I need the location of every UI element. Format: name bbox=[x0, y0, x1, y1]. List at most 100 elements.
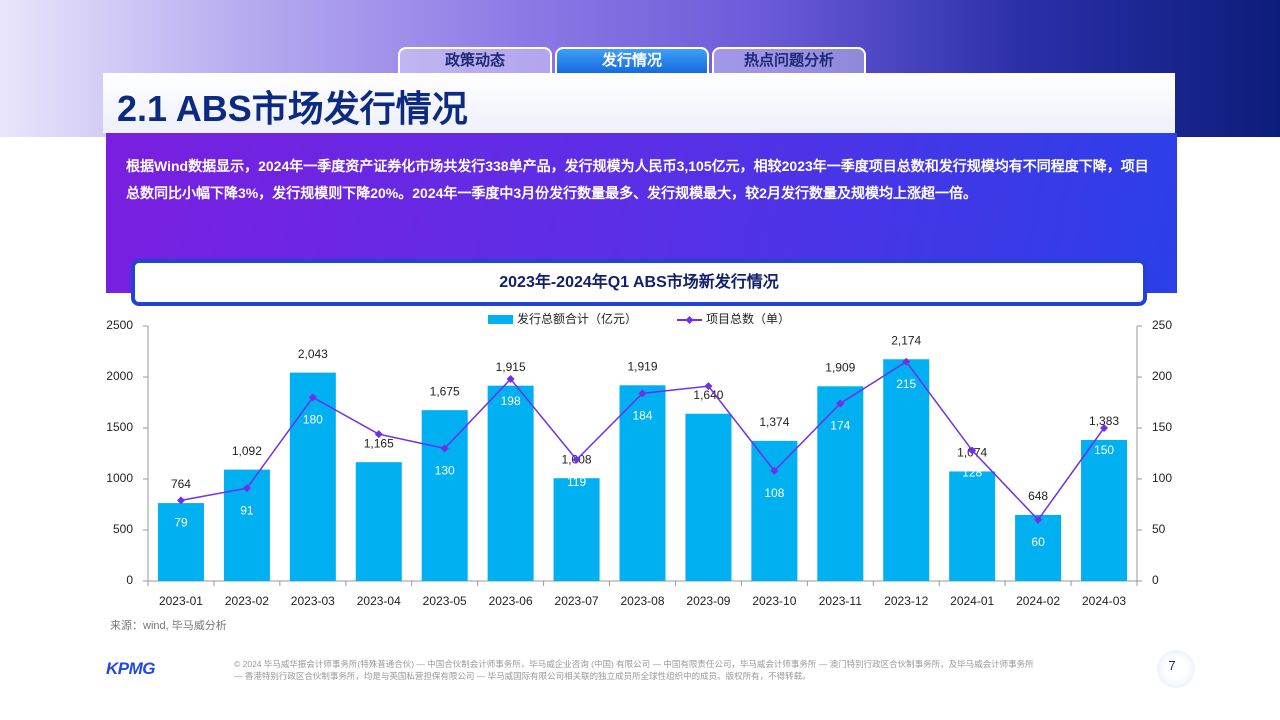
bar-value-label: 1,383 bbox=[1089, 414, 1119, 428]
bar bbox=[1081, 439, 1128, 581]
line-marker bbox=[374, 430, 383, 439]
bar-value-label: 1,640 bbox=[693, 388, 723, 402]
x-tick-label: 2023-11 bbox=[819, 594, 862, 608]
bar bbox=[289, 372, 336, 581]
line-value-label: 60 bbox=[1031, 535, 1045, 549]
page-number: 7 bbox=[1168, 658, 1176, 673]
line-value-label: 91 bbox=[240, 503, 254, 517]
chart-title: 2023年-2024年Q1 ABS市场新发行情况 bbox=[131, 259, 1147, 306]
y2-tick-label: 150 bbox=[1152, 420, 1172, 434]
bar bbox=[751, 440, 798, 581]
y-tick-label: 2500 bbox=[106, 318, 133, 332]
bar-value-label: 1,374 bbox=[759, 415, 789, 429]
line-value-label: 174 bbox=[830, 419, 850, 433]
bar bbox=[685, 413, 732, 581]
bar bbox=[355, 462, 402, 581]
bar-value-label: 1,909 bbox=[825, 360, 855, 374]
bar bbox=[883, 359, 930, 581]
bar bbox=[553, 478, 600, 581]
x-tick-label: 2023-09 bbox=[686, 594, 730, 608]
bar bbox=[619, 385, 666, 581]
line-value-label: 119 bbox=[567, 475, 586, 489]
line-value-label: 108 bbox=[764, 486, 784, 500]
footer: © 2024 毕马威华振会计师事务所(特殊普通合伙) — 中国合伙制会计师事务所… bbox=[234, 659, 1034, 681]
line-marker bbox=[1100, 424, 1109, 432]
heading-panel bbox=[103, 73, 1175, 133]
bar bbox=[949, 471, 996, 581]
line-marker bbox=[440, 444, 449, 453]
summary: 根据Wind数据显示，2024年一季度资产证券化市场共发行338单产品，发行规模… bbox=[126, 158, 1149, 201]
legend-label: 发行总额合计（亿元） bbox=[517, 311, 637, 326]
y2-tick-label: 250 bbox=[1152, 318, 1172, 332]
tab[interactable]: 热点问题分析 bbox=[712, 47, 866, 73]
bar bbox=[1015, 514, 1062, 581]
source: 来源：wind, 毕马威分析 bbox=[110, 620, 227, 632]
page-badge bbox=[1157, 650, 1195, 688]
x-tick-label: 2023-02 bbox=[225, 594, 269, 608]
x-tick-label: 2023-07 bbox=[555, 594, 599, 608]
legend-swatch bbox=[488, 315, 513, 324]
x-tick-label: 2023-04 bbox=[357, 594, 401, 608]
line-value-label: 144 bbox=[369, 449, 389, 463]
y-tick-label: 0 bbox=[126, 573, 133, 587]
line-value-label: 180 bbox=[303, 413, 323, 427]
bar bbox=[487, 385, 534, 581]
bar-value-label: 1,915 bbox=[496, 360, 526, 374]
line-value-label: 215 bbox=[896, 377, 916, 391]
x-tick-label: 2023-03 bbox=[291, 594, 335, 608]
legend-marker bbox=[685, 316, 694, 324]
bar-value-label: 1,092 bbox=[232, 444, 262, 458]
tab-active[interactable]: 发行情况 bbox=[555, 47, 709, 73]
x-tick-label: 2023-10 bbox=[752, 594, 796, 608]
bar bbox=[421, 410, 468, 581]
line-marker bbox=[242, 484, 251, 493]
x-tick-label: 2024-02 bbox=[1016, 594, 1060, 608]
line-marker bbox=[572, 455, 581, 464]
logo: KPMG bbox=[106, 659, 156, 678]
line-marker bbox=[176, 496, 185, 505]
line-marker bbox=[1034, 515, 1043, 524]
line-value-label: 191 bbox=[698, 401, 718, 415]
line-value-label: 150 bbox=[1094, 443, 1114, 457]
bar-value-label: 764 bbox=[171, 477, 191, 491]
bar bbox=[157, 503, 204, 581]
x-tick-label: 2023-06 bbox=[489, 594, 533, 608]
line-marker bbox=[836, 399, 845, 408]
bar-value-label: 1,675 bbox=[430, 384, 460, 398]
bar bbox=[817, 386, 864, 581]
y-tick-label: 1500 bbox=[106, 420, 133, 434]
x-tick-label: 2023-08 bbox=[620, 594, 664, 608]
line-marker bbox=[770, 466, 779, 475]
bar-value-label: 2,174 bbox=[891, 333, 921, 347]
bar-value-label: 2,043 bbox=[298, 347, 328, 361]
x-tick-label: 2024-03 bbox=[1082, 594, 1126, 608]
line-value-label: 184 bbox=[632, 408, 652, 422]
line-marker bbox=[704, 382, 713, 391]
line-value-label: 79 bbox=[174, 516, 188, 530]
y2-tick-label: 100 bbox=[1152, 471, 1172, 485]
bar-value-label: 648 bbox=[1028, 489, 1048, 503]
legend-label: 项目总数（单） bbox=[706, 311, 790, 326]
bar-value-label: 1,165 bbox=[364, 436, 394, 450]
chart: 0 500 1000 1500 2000 2500 0 50 100 150 200 250 2023-… bbox=[106, 311, 1172, 608]
x-tick-label: 2023-12 bbox=[884, 594, 928, 608]
y2-tick-label: 200 bbox=[1152, 369, 1172, 383]
line-marker bbox=[902, 357, 911, 366]
y2-tick-label: 0 bbox=[1152, 573, 1159, 587]
line-marker bbox=[638, 389, 647, 398]
x-tick-label: 2023-05 bbox=[423, 594, 467, 608]
y2-tick-label: 50 bbox=[1152, 522, 1166, 536]
x-tick-label: 2024-01 bbox=[950, 594, 994, 608]
line-marker bbox=[308, 393, 317, 402]
line-value-label: 128 bbox=[962, 466, 982, 480]
y-tick-label: 500 bbox=[113, 522, 133, 536]
line-value-label: 130 bbox=[435, 464, 455, 478]
x-tick-label: 2023-01 bbox=[159, 594, 203, 608]
line-marker bbox=[506, 375, 515, 384]
bar-value-label: 1,919 bbox=[627, 359, 657, 373]
tab[interactable]: 政策动态 bbox=[398, 47, 552, 73]
y-tick-label: 1000 bbox=[106, 471, 133, 485]
line-value-label: 198 bbox=[501, 394, 521, 408]
y-tick-label: 2000 bbox=[106, 369, 133, 383]
